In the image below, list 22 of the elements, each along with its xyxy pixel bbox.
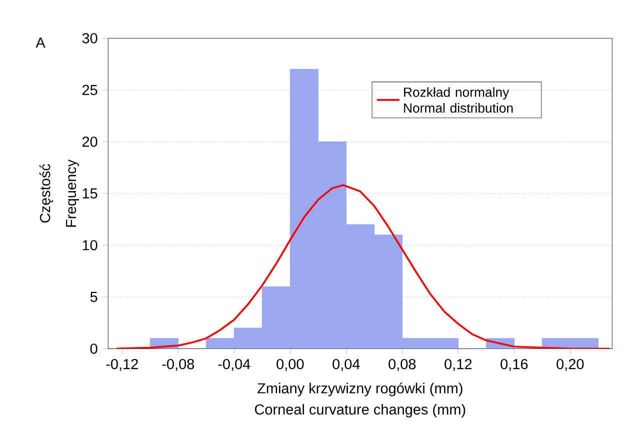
chart-title: A [36, 38, 46, 48]
legend-label: Rozkład normalny Normal distribution [404, 87, 513, 113]
y-tick-label: 20 [82, 136, 98, 147]
text: Frequency [66, 160, 79, 227]
text: Corneal curvature changes (mm) [254, 404, 466, 418]
y-tick-label: 10 [82, 240, 98, 250]
y-tick-label: 30 [82, 33, 98, 44]
y-tick-label: 15 [82, 188, 98, 199]
y-tick-label: 5 [90, 292, 98, 302]
x-tick-label: 0,16 [500, 359, 528, 372]
x-tick-label: 0,04 [332, 359, 360, 372]
x-axis-title: Zmiany krzywizny rogówki (mm) [258, 382, 462, 396]
x-tick-label: 0,12 [444, 359, 472, 372]
x-tick-label: 0,00 [276, 359, 304, 372]
y-tick-label: 0 [90, 344, 98, 354]
x-tick-label: 0,20 [556, 359, 584, 372]
x-tick-label: 0,08 [388, 359, 416, 372]
y-axis-title: Częstość [39, 164, 54, 223]
y-tick-label: 25 [82, 84, 98, 96]
x-tick-label: -0,04 [218, 359, 250, 372]
x-tick-label: -0,12 [106, 359, 138, 372]
x-tick-label: -0,08 [162, 359, 194, 372]
